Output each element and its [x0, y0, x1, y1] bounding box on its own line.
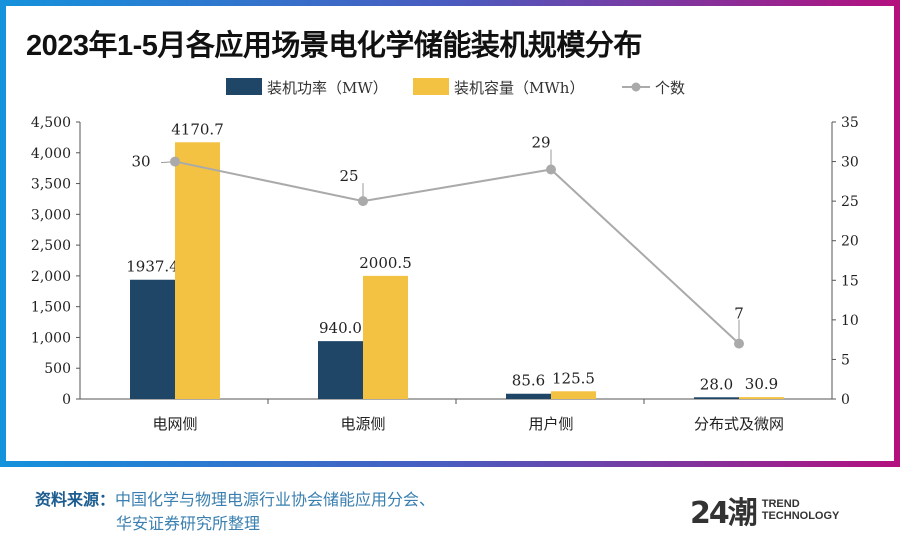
- logo-line2: TECHNOLOGY: [761, 510, 840, 522]
- bar-power: [130, 279, 175, 399]
- count-point: [170, 156, 180, 167]
- bar-data-label: 2000.5: [359, 254, 412, 272]
- left-tick-label: 0: [62, 392, 71, 408]
- legend-marker-count: [631, 82, 641, 92]
- source-line1: 中国化学与物理电源行业协会储能应用分会、: [115, 490, 436, 509]
- bar-data-label: 1937.4: [126, 258, 179, 276]
- bar-data-label: 4170.7: [171, 120, 224, 138]
- bar-data-label: 30.9: [745, 375, 778, 393]
- logo: 24潮 TREND TECHNOLOGY: [690, 488, 839, 532]
- left-tick-label: 4,000: [31, 146, 71, 162]
- right-tick-label: 25: [841, 194, 859, 210]
- chart: 0 500 1,000 1,500 2,000 2,500 3,000 3,500 4,000 4…: [31, 78, 859, 433]
- legend-swatch-power: [226, 78, 262, 95]
- left-tick-label: 2,000: [31, 269, 71, 285]
- left-tick-label: 3,000: [31, 207, 71, 223]
- count-point: [358, 196, 368, 207]
- left-tick-label: 1,000: [31, 330, 71, 346]
- bar-capacity: [739, 397, 784, 399]
- category-label: 分布式及微网: [694, 415, 784, 433]
- legend-label: 装机容量（MWh）: [454, 79, 584, 97]
- legend-label: 个数: [655, 79, 685, 97]
- left-tick-label: 1,500: [31, 300, 71, 316]
- category-label: 用户侧: [528, 415, 573, 433]
- count-line: [174, 160, 740, 345]
- bar-data-label: 125.5: [552, 369, 595, 387]
- right-tick-label: 10: [841, 313, 859, 329]
- bar-capacity: [551, 391, 596, 399]
- legend-label: 装机功率（MW）: [267, 79, 388, 97]
- right-tick-label: 30: [841, 155, 859, 171]
- category-label: 电网侧: [152, 415, 197, 433]
- source-note: 资料来源：中国化学与物理电源行业协会储能应用分会、 华安证券研究所整理: [35, 488, 435, 536]
- count-data-label: 30: [131, 153, 150, 171]
- chart-title: 2023年1-5月各应用场景电化学储能装机规模分布: [26, 30, 642, 62]
- bar-capacity: [175, 142, 220, 399]
- right-tick-label: 5: [841, 352, 850, 368]
- bar-data-label: 28.0: [700, 375, 733, 393]
- bar-data-label: 940.0: [319, 319, 362, 337]
- left-tick-label: 4,500: [31, 115, 71, 131]
- bar-power: [318, 341, 363, 399]
- count-data-label: 7: [734, 305, 744, 323]
- count-point: [734, 338, 744, 349]
- source-label: 资料来源：: [35, 490, 116, 509]
- count-data-label: 29: [531, 133, 550, 151]
- logo-mark: 24潮: [690, 496, 758, 531]
- count-point: [546, 164, 556, 175]
- bar-power: [506, 393, 551, 399]
- bar-capacity: [363, 275, 408, 399]
- right-tick-label: 35: [841, 115, 859, 131]
- left-tick-label: 3,500: [31, 177, 71, 193]
- logo-text: TREND TECHNOLOGY: [762, 498, 840, 522]
- right-tick-label: 15: [841, 273, 859, 289]
- category-label: 电源侧: [340, 415, 385, 433]
- left-tick-label: 2,500: [31, 238, 71, 254]
- bar-data-label: 85.6: [512, 372, 545, 390]
- right-tick-label: 20: [841, 234, 859, 250]
- legend-swatch-capacity: [413, 78, 449, 95]
- count-data-label: 25: [339, 167, 358, 185]
- logo-line1: TREND: [761, 498, 800, 510]
- bar-power: [694, 397, 739, 399]
- source-line2: 华安证券研究所整理: [116, 514, 261, 533]
- left-tick-label: 500: [44, 361, 71, 377]
- right-tick-label: 0: [841, 392, 850, 408]
